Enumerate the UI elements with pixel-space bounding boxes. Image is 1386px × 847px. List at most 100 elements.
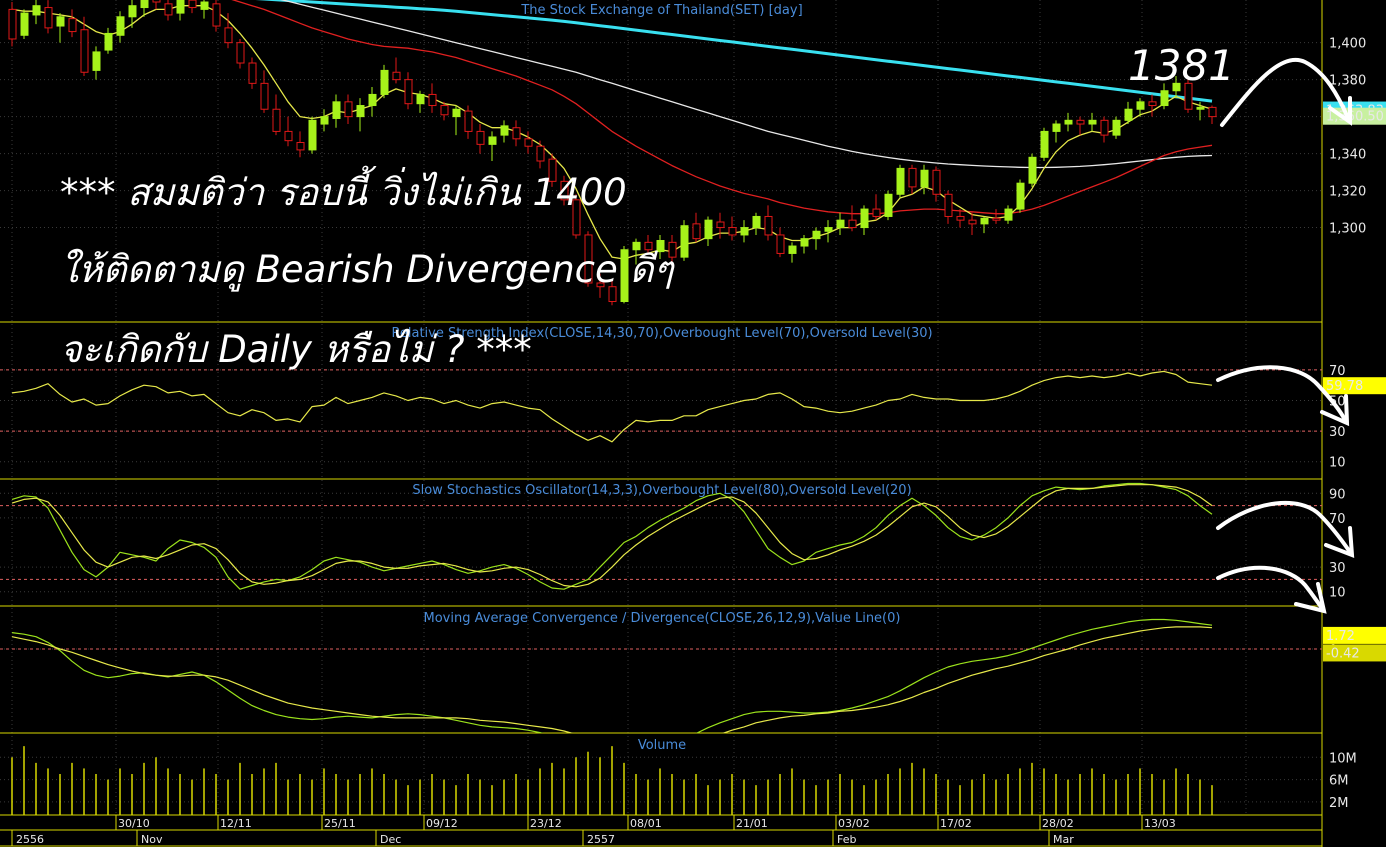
candle-body — [656, 240, 665, 253]
date-tick-label: 17/02 — [940, 817, 972, 830]
candle-body — [8, 8, 17, 40]
candle-body — [608, 286, 617, 303]
macd-panel — [0, 618, 1322, 733]
candle-body — [560, 180, 569, 201]
rsi-tick-label: 70 — [1329, 364, 1346, 379]
candle-body — [524, 138, 533, 147]
panel-frames — [0, 0, 1323, 847]
candle-body — [800, 238, 809, 247]
rsi-arrow — [1216, 365, 1347, 422]
candle-body — [932, 169, 941, 195]
candle-body — [200, 1, 209, 10]
candle-body — [896, 167, 905, 195]
stoch-line-1 — [11, 484, 1213, 588]
candle-body — [584, 234, 593, 284]
candle-body — [344, 101, 353, 118]
candle-body — [824, 227, 833, 232]
macd-last-value-0-box — [1323, 626, 1386, 644]
candle-body — [968, 219, 977, 225]
annotation-line-3: จะเกิดกับ Daily หรือไม่ ? *** — [60, 328, 532, 371]
candle-body — [476, 130, 485, 145]
candle-body — [92, 51, 101, 71]
candle-body — [836, 219, 845, 229]
price-arrow — [1220, 58, 1350, 127]
candle-body — [332, 101, 341, 119]
rsi-tick-label: 50 — [1329, 395, 1346, 410]
month-tick-label: Mar — [1053, 833, 1074, 846]
macd-last-value-1-box — [1323, 644, 1386, 662]
price-tick-label: 1,300 — [1329, 222, 1366, 237]
candle-body — [428, 93, 437, 107]
macd-line-0 — [11, 618, 1213, 733]
candle-body — [1088, 119, 1097, 125]
candle-body — [356, 105, 365, 118]
month-tick-label: 2557 — [587, 833, 615, 846]
candle-body — [704, 219, 713, 240]
candle-body — [680, 225, 689, 258]
candle-body — [68, 18, 77, 33]
candle-body — [416, 93, 425, 105]
candle-body — [1100, 119, 1109, 136]
candle-body — [632, 241, 641, 251]
candle-body — [464, 110, 473, 132]
price-panel-title: The Stock Exchange of Thailand(SET) [day… — [520, 3, 802, 18]
candle-body — [1196, 106, 1205, 110]
macd-last-value-0: 1.72 — [1326, 629, 1355, 644]
candle-body — [236, 42, 245, 64]
candle-body — [668, 241, 677, 258]
candle-body — [572, 199, 581, 236]
candle-body — [860, 208, 869, 229]
candle-body — [152, 0, 161, 3]
date-tick-label: 25/11 — [324, 817, 356, 830]
grid-lines — [0, 0, 1322, 815]
candle-body — [788, 245, 797, 254]
stoch-tick-label: 90 — [1329, 487, 1346, 502]
price-tick-label: 1,380 — [1329, 74, 1366, 89]
candle-body — [224, 27, 233, 44]
date-tick-label: 21/01 — [736, 817, 768, 830]
candle-body — [1064, 119, 1073, 125]
candle-body — [320, 116, 329, 125]
candle-body — [776, 234, 785, 254]
candle-body — [512, 127, 521, 140]
candle-body — [1076, 119, 1085, 125]
candle-body — [716, 221, 725, 229]
stoch-arrow-head — [1324, 526, 1355, 558]
candle-body — [1112, 119, 1121, 136]
date-tick-label: 08/01 — [630, 817, 662, 830]
macd-lines — [11, 618, 1213, 733]
stoch-tick-label: 30 — [1329, 561, 1346, 576]
rsi-line — [11, 370, 1213, 443]
candle-body — [956, 215, 965, 221]
date-tick-label: 12/11 — [220, 817, 252, 830]
price-tick-label: 1,400 — [1329, 37, 1366, 52]
stoch-line-0 — [11, 482, 1213, 590]
ma-line-1 — [280, 0, 1213, 169]
candle-body — [32, 5, 41, 16]
candle-body — [1052, 123, 1061, 132]
candle-body — [884, 193, 893, 217]
candle-body — [980, 217, 989, 225]
rsi-arrow-head — [1320, 394, 1350, 427]
candle-body — [920, 169, 929, 188]
candle-body — [20, 12, 29, 36]
candle-body — [1124, 108, 1133, 121]
candle-body — [1160, 90, 1169, 107]
candle-body — [992, 217, 1001, 221]
candle-body — [596, 282, 605, 288]
rsi-tick-label: 10 — [1329, 456, 1346, 471]
ma-line-0 — [255, 0, 1213, 103]
candle-body — [692, 223, 701, 240]
rsi-panel — [0, 369, 1322, 443]
candle-body — [272, 108, 281, 132]
macd-panel-title: Moving Average Convergence / Divergence(… — [424, 611, 901, 626]
date-tick-label: 09/12 — [426, 817, 458, 830]
candle-body — [392, 71, 401, 81]
volume-panel-title: Volume — [638, 738, 686, 753]
candle-body — [620, 249, 629, 303]
candle-body — [548, 158, 557, 182]
candle-body — [104, 32, 113, 51]
candle-body — [308, 119, 317, 151]
